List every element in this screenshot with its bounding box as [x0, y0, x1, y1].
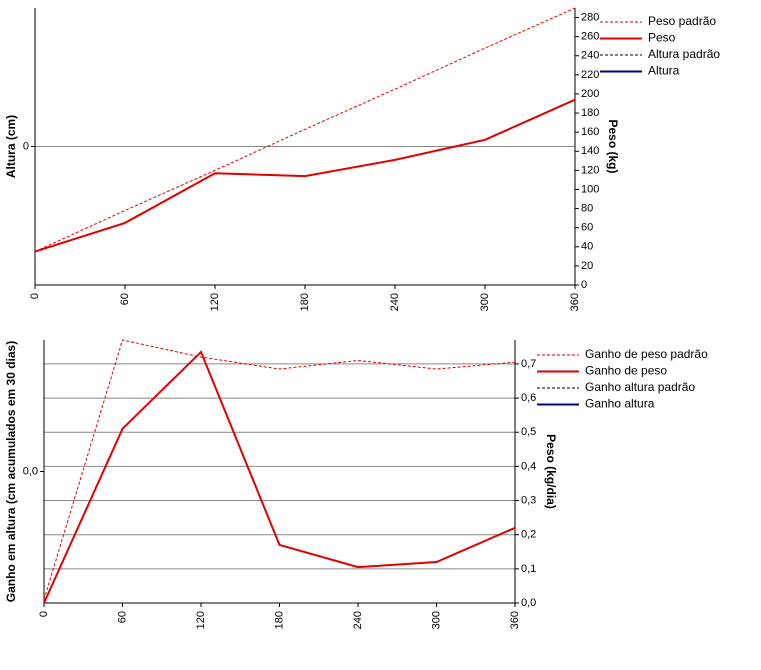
- y2-tick-label: 280: [581, 11, 599, 23]
- y2-tick-label: 0,0: [521, 597, 536, 609]
- x-tick-label: 60: [116, 611, 128, 623]
- y2-tick-label: 0,5: [521, 426, 536, 438]
- y-tick-label: 0: [23, 140, 29, 152]
- y2-axis-label: Peso (kg/dia): [544, 434, 558, 509]
- y2-tick-label: 60: [581, 222, 593, 234]
- y2-tick-label: 0,3: [521, 494, 536, 506]
- x-tick-label: 360: [569, 293, 581, 311]
- legend-label: Ganho de peso padrão: [585, 347, 708, 361]
- y2-tick-label: 20: [581, 260, 593, 272]
- x-tick-label: 180: [299, 293, 311, 311]
- x-tick-label: 300: [430, 611, 442, 629]
- y2-tick-label: 0,7: [521, 358, 536, 370]
- legend-label: Peso padrão: [648, 14, 716, 28]
- x-tick-label: 300: [479, 293, 491, 311]
- y2-tick-label: 180: [581, 107, 599, 119]
- y2-tick-label: 0,6: [521, 392, 536, 404]
- y2-tick-label: 260: [581, 31, 599, 43]
- y2-tick-label: 160: [581, 126, 599, 138]
- y2-tick-label: 220: [581, 69, 599, 81]
- legend-label: Ganho altura padrão: [585, 380, 695, 394]
- series-line: [43, 339, 516, 600]
- x-tick-label: 0: [38, 611, 50, 617]
- y2-tick-label: 0: [581, 279, 587, 291]
- series-line: [43, 350, 516, 604]
- y2-tick-label: 140: [581, 145, 599, 157]
- legend-label: Altura padrão: [648, 47, 720, 61]
- y2-tick-label: 120: [581, 164, 599, 176]
- y2-tick-label: 40: [581, 241, 593, 253]
- y-tick-label: 0,0: [23, 465, 38, 477]
- y-axis-label: Ganho em altura (cm acumulados em 30 dia…: [4, 341, 18, 602]
- x-tick-label: 0: [29, 293, 41, 299]
- x-tick-label: 120: [195, 611, 207, 629]
- legend-label: Ganho altura: [585, 397, 655, 411]
- x-tick-label: 360: [509, 611, 521, 629]
- x-tick-label: 240: [352, 611, 364, 629]
- y2-axis-label: Peso (kg): [606, 119, 620, 173]
- y2-tick-label: 240: [581, 50, 599, 62]
- y2-tick-label: 200: [581, 88, 599, 100]
- x-tick-label: 60: [119, 293, 131, 305]
- x-tick-label: 180: [273, 611, 285, 629]
- y-axis-label: Altura (cm): [4, 115, 18, 178]
- y2-tick-label: 0,4: [521, 460, 536, 472]
- x-tick-label: 120: [209, 293, 221, 311]
- y2-tick-label: 0,2: [521, 529, 536, 541]
- legend-label: Altura: [648, 64, 680, 78]
- series-line: [34, 98, 576, 253]
- x-tick-label: 240: [389, 293, 401, 311]
- legend-label: Peso: [648, 31, 676, 45]
- y2-tick-label: 80: [581, 202, 593, 214]
- series-line: [34, 7, 576, 253]
- legend-label: Ganho de peso: [585, 364, 667, 378]
- y2-tick-label: 100: [581, 183, 599, 195]
- y2-tick-label: 0,1: [521, 563, 536, 575]
